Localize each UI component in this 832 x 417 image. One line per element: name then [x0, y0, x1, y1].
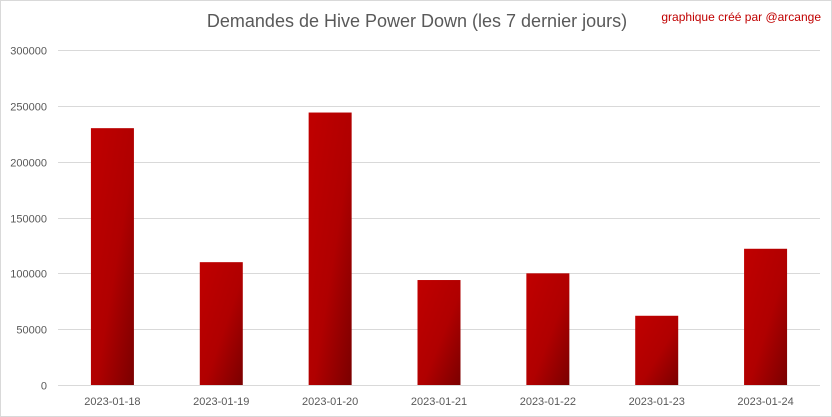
x-tick-label: 2023-01-20: [302, 396, 358, 408]
x-tick-label: 2023-01-22: [520, 396, 576, 408]
bar-2023-01-18: [90, 128, 134, 385]
y-tick-label: 100000: [10, 269, 47, 281]
bar-2023-01-23: [635, 315, 679, 385]
x-tick-label: 2023-01-19: [193, 396, 249, 408]
x-tick-label: 2023-01-23: [629, 396, 685, 408]
bar-2023-01-21: [417, 280, 461, 385]
bar-2023-01-24: [744, 248, 788, 385]
y-tick-label: 150000: [10, 214, 47, 226]
bar-2023-01-22: [526, 273, 570, 385]
x-tick-label: 2023-01-21: [411, 396, 467, 408]
x-tick-label: 2023-01-24: [737, 396, 793, 408]
x-tick-label: 2023-01-18: [84, 396, 140, 408]
y-tick-label: 300000: [10, 46, 47, 58]
y-tick-label: 200000: [10, 158, 47, 170]
chart-title: Demandes de Hive Power Down (les 7 derni…: [206, 11, 628, 31]
bar-2023-01-19: [199, 262, 243, 385]
y-tick-label: 0: [41, 381, 47, 393]
y-tick-label: 250000: [10, 102, 47, 114]
x-axis-ticks: 2023-01-18 2023-01-19 2023-01-20 2023-01-21…: [84, 396, 793, 408]
y-axis-ticks: 0 50000 100000 150000 200000 250000 300000: [10, 46, 47, 393]
grid-lines: [58, 50, 820, 386]
bar-2023-01-20: [308, 112, 352, 386]
bars: [90, 112, 788, 386]
chart-credit: graphique créé par @arcange: [661, 10, 821, 24]
y-tick-label: 50000: [16, 325, 47, 337]
